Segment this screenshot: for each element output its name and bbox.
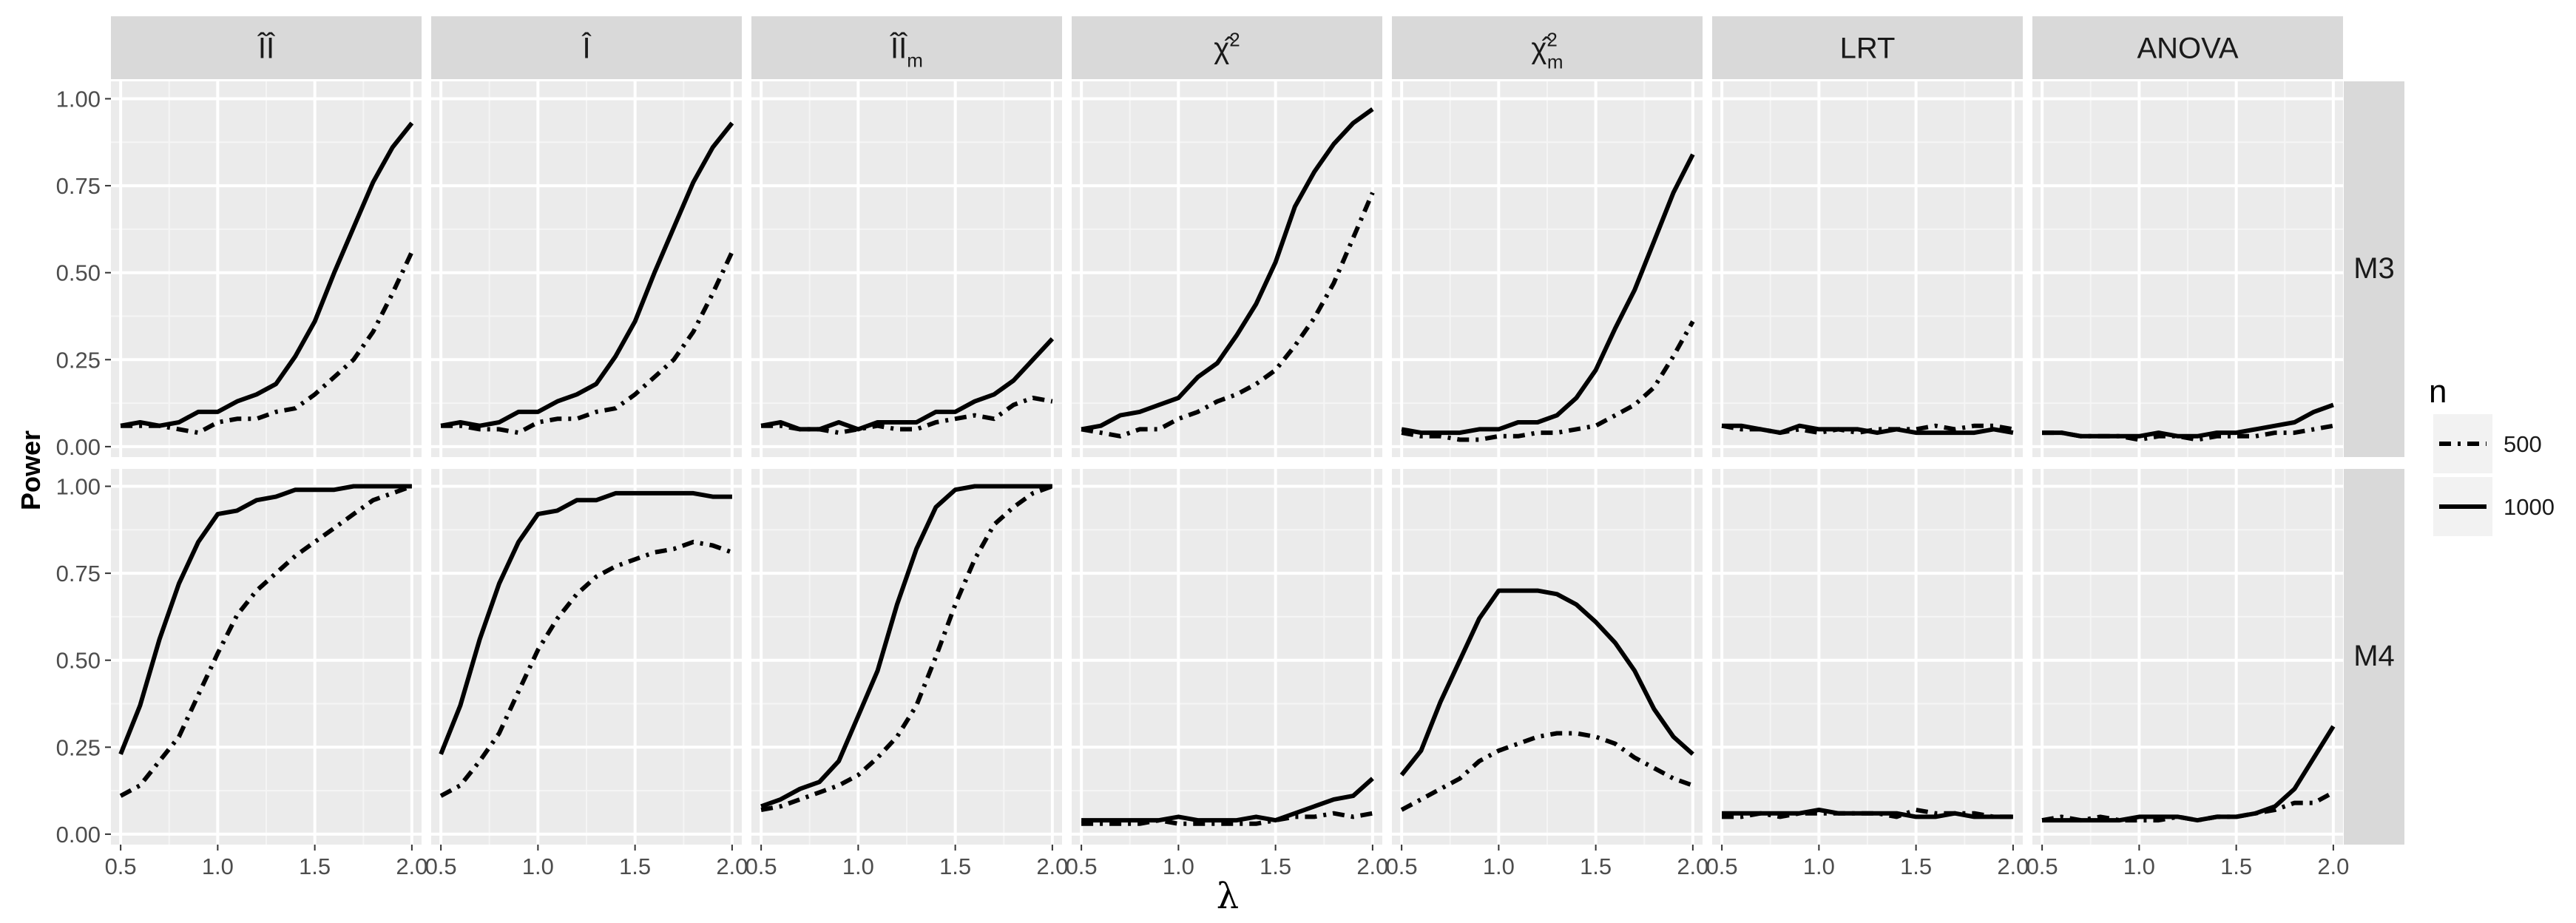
series-line-1000 (120, 121, 414, 428)
x-tick-label: 1.5 (1580, 853, 1612, 879)
x-tick-label: 1.0 (2123, 853, 2155, 879)
legend: n 500 1000 (2429, 373, 2555, 536)
x-tick-label: 0.5 (1066, 853, 1098, 879)
x-tick-label: 1.0 (1163, 853, 1194, 879)
x-tick-label: 1.0 (202, 853, 234, 879)
row-strip (2344, 81, 2404, 457)
column-strip-label: χ̂2 m (1531, 29, 1563, 73)
x-tick-label: 0.5 (746, 853, 777, 879)
facet-panel (1072, 469, 1382, 845)
facet-panel (1072, 81, 1382, 457)
facet-panel (1712, 469, 2023, 845)
row-strip-label: M3 (2353, 252, 2395, 285)
series-line-1000 (760, 337, 1055, 432)
x-tick-label: 1.5 (939, 853, 971, 879)
x-tick-label: 2.0 (1677, 853, 1708, 879)
series-line-500 (760, 484, 1053, 812)
series-line-500 (1081, 811, 1373, 826)
column-strip-label: ANOVA (2137, 33, 2238, 65)
y-tick-label: 1.00 (56, 87, 101, 112)
x-tick-label: 1.5 (1260, 853, 1291, 879)
series-line-1000 (1722, 808, 2013, 819)
series-line-1000 (1401, 153, 1695, 436)
y-tick-label: 0.50 (56, 648, 101, 674)
facet-panel (431, 81, 742, 457)
column-strip-label: Î (581, 32, 592, 65)
column-strip (751, 16, 1062, 79)
row-strip (2344, 469, 2404, 845)
x-tick-label: 2.0 (2317, 853, 2349, 879)
series-line-1000 (1722, 423, 2014, 436)
column-strip (111, 16, 422, 79)
x-tick-label: 0.5 (1386, 853, 1418, 879)
facet-panel (1392, 81, 1703, 457)
column-strip (1072, 16, 1382, 79)
series-line-1000 (2042, 402, 2334, 439)
legend-title: n (2429, 373, 2447, 410)
series-line-500 (441, 251, 734, 436)
series-line-500 (439, 539, 733, 798)
series-line-1000 (1081, 777, 1374, 823)
y-tick-label: 0.25 (56, 734, 101, 760)
y-tick-label: 0.50 (56, 260, 101, 286)
column-strip-label: ÎÎ (257, 32, 276, 65)
series-line-1000 (2042, 725, 2336, 823)
x-tick-label: 2.0 (1036, 853, 1068, 879)
series-line-1000 (1399, 588, 1694, 777)
series-line-1000 (1081, 107, 1374, 432)
x-tick-label: 2.0 (716, 853, 748, 879)
series-line-500 (119, 484, 413, 798)
column-strip (2032, 16, 2343, 79)
legend-label: 500 (2504, 431, 2542, 457)
x-tick-label: 2.0 (1997, 853, 2029, 879)
series-line-1000 (760, 484, 1052, 809)
y-axis-title: Power (16, 430, 46, 510)
x-tick-label: 1.0 (1483, 853, 1515, 879)
x-tick-label: 0.5 (105, 853, 137, 879)
x-tick-label: 1.0 (842, 853, 874, 879)
x-tick-label: 1.5 (619, 853, 651, 879)
y-tick-label: 0.75 (56, 561, 101, 586)
series-line-500 (121, 251, 414, 436)
x-tick-label: 0.5 (2026, 853, 2058, 879)
facet-panel (1392, 469, 1703, 845)
x-tick-label: 1.5 (1900, 853, 1932, 879)
row-strip-label: M4 (2353, 640, 2395, 672)
facet-panel (1712, 81, 2023, 457)
facet-panel (751, 81, 1062, 457)
series-line-1000 (439, 490, 732, 755)
facet-panel (751, 469, 1062, 845)
legend-label: 1000 (2504, 494, 2555, 520)
y-tick-label: 1.00 (56, 474, 101, 500)
column-strip-label: LRT (1840, 33, 1896, 65)
x-tick-label: 2.0 (396, 853, 427, 879)
x-tick-label: 1.5 (2220, 853, 2252, 879)
y-tick-label: 0.00 (56, 822, 101, 848)
y-tick-label: 0.75 (56, 173, 101, 199)
series-line-1000 (118, 484, 412, 755)
column-strip-label: ÎÎm (890, 32, 923, 72)
x-tick-label: 1.0 (522, 853, 554, 879)
series-line-1000 (440, 121, 734, 428)
facet-panel (431, 469, 742, 845)
facet-panel (2032, 81, 2343, 457)
facet-panel (2032, 469, 2343, 845)
column-strip (1712, 16, 2023, 79)
facet-panel (111, 469, 422, 845)
x-tick-label: 2.0 (1356, 853, 1388, 879)
x-tick-label: 0.5 (425, 853, 457, 879)
facet-panel (111, 81, 422, 457)
x-tick-label: 0.5 (1706, 853, 1738, 879)
column-strip (431, 16, 742, 79)
y-tick-label: 0.00 (56, 434, 101, 460)
column-strip (1392, 16, 1703, 79)
x-axis-title: λ (1217, 876, 1239, 917)
x-tick-label: 1.0 (1803, 853, 1835, 879)
x-tick-label: 1.5 (299, 853, 331, 879)
y-tick-label: 0.25 (56, 347, 101, 373)
series-line-500 (1401, 320, 1695, 442)
